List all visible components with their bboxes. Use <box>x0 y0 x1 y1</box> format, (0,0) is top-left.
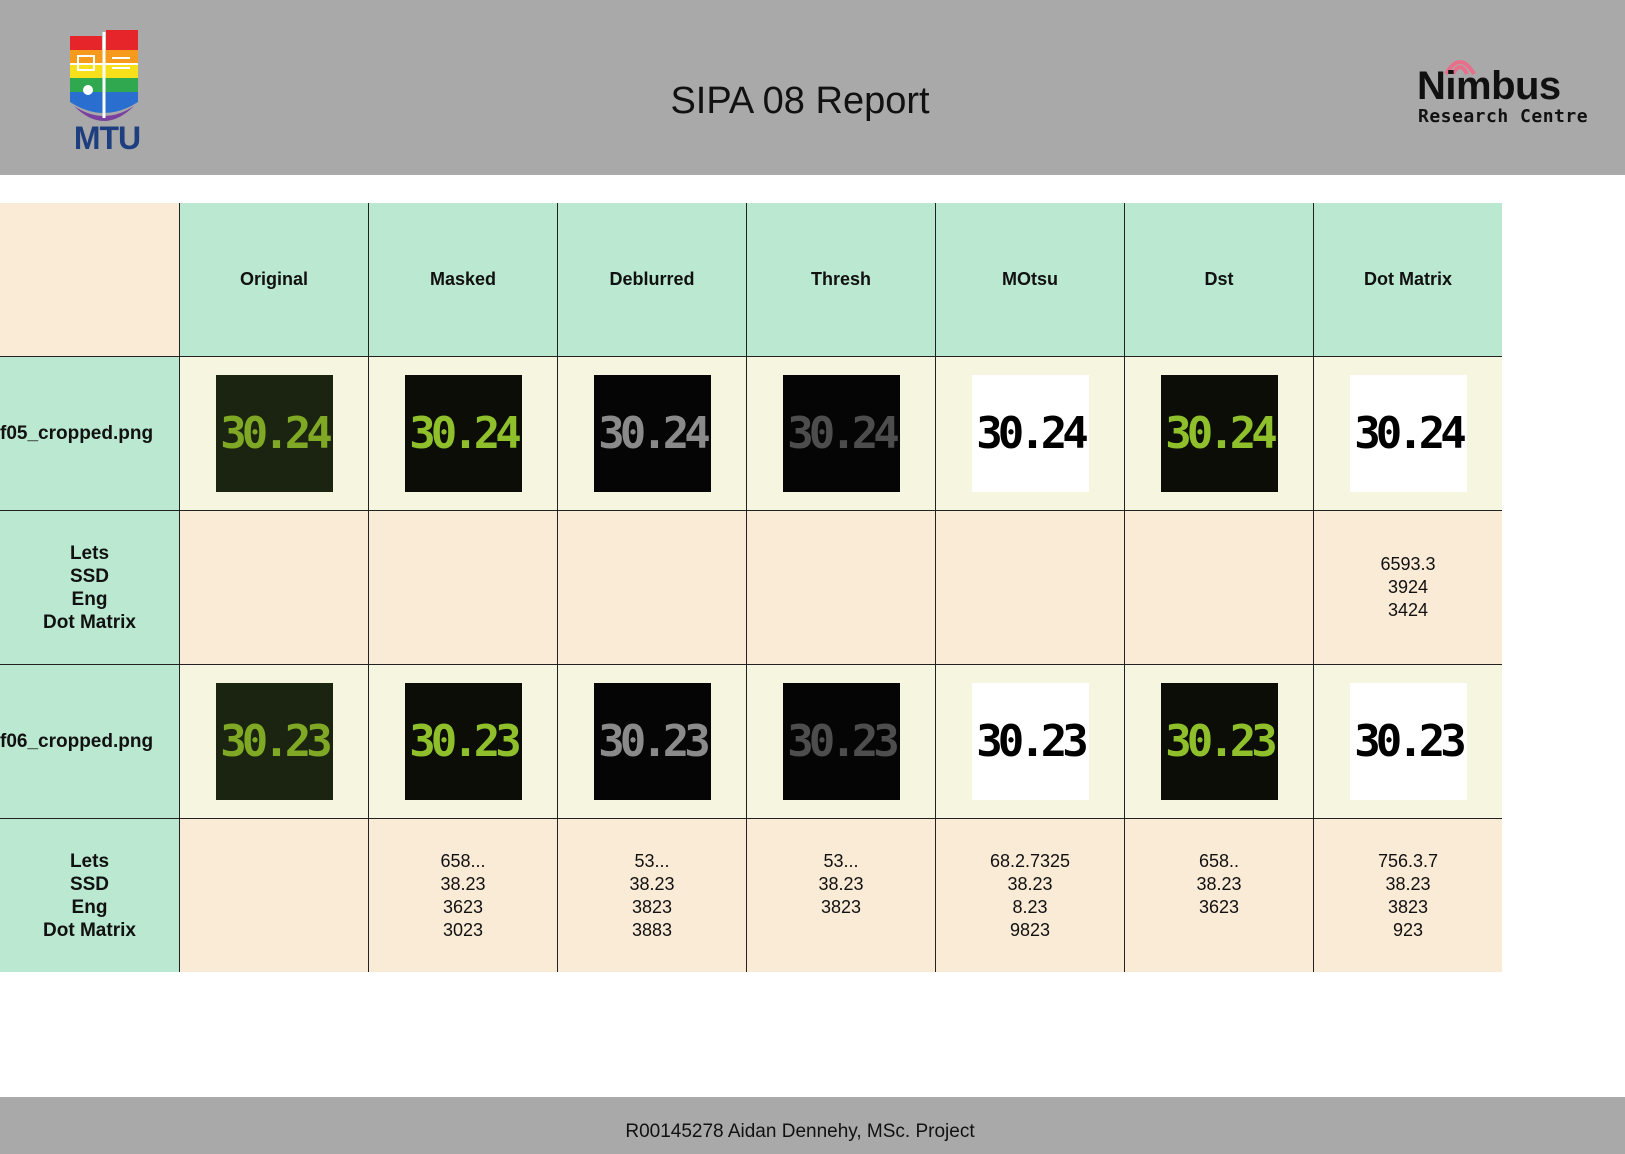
value-cell: 53... 38.23 3823 <box>746 818 936 972</box>
footer-text: R00145278 Aidan Dennehy, MSc. Project <box>625 1121 975 1142</box>
value-cell: 756.3.7 38.23 3823 923 <box>1313 818 1502 972</box>
column-header-row: Original Masked Deblurred Thresh MOtsu D… <box>0 203 1502 357</box>
mtu-logo-icon <box>70 30 138 121</box>
nimbus-logo-word: Nimbus <box>1417 64 1561 108</box>
image-thumbnail: 30.23 <box>971 683 1089 800</box>
image-thumbnail: 30.24 <box>593 375 711 492</box>
image-thumbnail: 30.24 <box>404 375 522 492</box>
column-header-thresh: Thresh <box>746 203 936 357</box>
table-row: Lets SSD Eng Dot Matrix 658... 38.23 362… <box>0 818 1502 972</box>
image-thumbnail: 30.23 <box>404 683 522 800</box>
value-cell: 6593.3 3924 3424 <box>1313 510 1502 665</box>
column-header-dst: Dst <box>1124 203 1314 357</box>
image-thumbnail: 30.23 <box>1349 683 1467 800</box>
image-thumbnail: 30.24 <box>782 375 900 492</box>
mtu-logo-text: MTU <box>73 120 141 156</box>
value-cell <box>179 510 369 665</box>
value-cell <box>935 510 1125 665</box>
report-header: MTU SIPA 08 Report Nimbus Research Centr… <box>0 0 1625 175</box>
value-cell: 53... 38.23 3823 3883 <box>557 818 747 972</box>
table-row: f05_cropped.png 30.24 30.24 30.24 30.24 … <box>0 356 1502 511</box>
nimbus-logo-icon <box>1444 60 1476 76</box>
row-label-f06: f06_cropped.png <box>0 664 180 819</box>
table-row: Lets SSD Eng Dot Matrix 6593.3 3924 3424 <box>0 510 1502 665</box>
nimbus-logo-subtitle: Research Centre <box>1418 106 1589 127</box>
table-row: f06_cropped.png 30.23 30.23 30.23 30.23 … <box>0 664 1502 819</box>
corner-cell <box>0 203 180 357</box>
image-thumbnail: 30.24 <box>215 375 333 492</box>
column-header-deblurred: Deblurred <box>557 203 747 357</box>
value-cell <box>1124 510 1314 665</box>
image-thumbnail: 30.23 <box>215 683 333 800</box>
image-thumbnail: 30.24 <box>971 375 1089 492</box>
image-thumbnail: 30.24 <box>1160 375 1278 492</box>
image-thumbnail: 30.23 <box>1160 683 1278 800</box>
report-footer <box>0 1097 1625 1154</box>
image-thumbnail: 30.23 <box>593 683 711 800</box>
value-cell: 658.. 38.23 3623 <box>1124 818 1314 972</box>
value-cell: 68.2.7325 38.23 8.23 9823 <box>935 818 1125 972</box>
image-thumbnail: 30.23 <box>782 683 900 800</box>
value-cell <box>557 510 747 665</box>
column-header-masked: Masked <box>368 203 558 357</box>
value-cell: 658... 38.23 3623 3023 <box>368 818 558 972</box>
value-cell <box>746 510 936 665</box>
row-label-metrics: Lets SSD Eng Dot Matrix <box>0 510 180 665</box>
results-table: Original Masked Deblurred Thresh MOtsu D… <box>0 203 1502 972</box>
value-cell <box>179 818 369 972</box>
value-cell <box>368 510 558 665</box>
image-thumbnail: 30.24 <box>1349 375 1467 492</box>
row-label-metrics: Lets SSD Eng Dot Matrix <box>0 818 180 972</box>
page-title: SIPA 08 Report <box>670 80 930 122</box>
column-header-dot-matrix: Dot Matrix <box>1313 203 1502 357</box>
row-label-f05: f05_cropped.png <box>0 356 180 511</box>
column-header-original: Original <box>179 203 369 357</box>
column-header-motsu: MOtsu <box>935 203 1125 357</box>
